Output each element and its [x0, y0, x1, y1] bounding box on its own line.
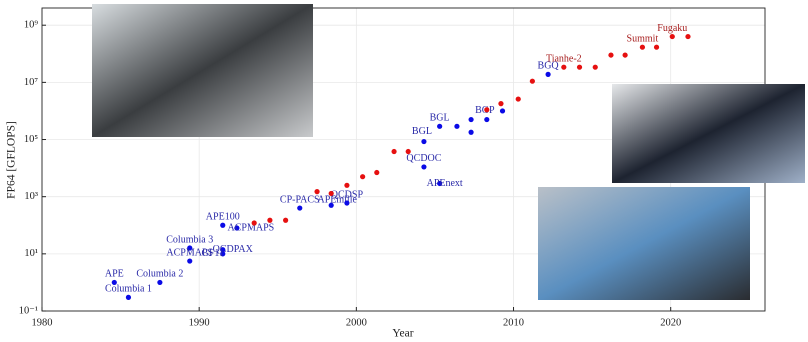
point [484, 116, 490, 123]
point-label: Columbia 2 [136, 269, 183, 280]
point [515, 96, 521, 102]
point [529, 78, 535, 84]
point-label: APE [105, 269, 124, 280]
point-label: APEnext [427, 178, 463, 189]
y-tick-label: 10⁵ [24, 134, 39, 145]
point [468, 116, 474, 123]
x-tick-label: 1990 [189, 317, 210, 328]
point-label: BGL [412, 126, 432, 137]
photo [92, 4, 313, 137]
point [297, 205, 303, 211]
point-label: GF11 [202, 248, 224, 259]
point [283, 217, 289, 223]
point [454, 123, 460, 129]
point [344, 200, 350, 206]
point [685, 33, 691, 40]
point [437, 123, 443, 129]
point [437, 180, 443, 187]
x-axis-label: Year [392, 328, 413, 340]
point-label: ACPMAPS [166, 247, 213, 258]
y-tick-label: 10⁻¹ [19, 305, 38, 316]
point [484, 107, 490, 113]
photo [612, 84, 805, 183]
point [251, 220, 257, 226]
point [187, 245, 193, 251]
point [374, 169, 380, 176]
point [328, 202, 334, 208]
point [561, 64, 567, 70]
point-label: QCDSP [331, 189, 364, 200]
point [157, 279, 163, 286]
point-label: QCDPAX [213, 244, 254, 255]
y-tick-label: 10⁹ [24, 20, 39, 31]
point-label: CP-PACS [280, 194, 320, 205]
point-label: APE100 [206, 212, 240, 223]
point-label: ACPMAPS [228, 222, 275, 233]
point [545, 71, 551, 77]
point-label: Columbia 1 [105, 284, 152, 295]
point [669, 33, 675, 40]
point [405, 148, 411, 155]
point [111, 279, 117, 286]
point [639, 44, 646, 50]
point [220, 222, 226, 228]
point [421, 164, 427, 170]
x-tick-label: 2010 [503, 317, 524, 328]
photo [538, 187, 750, 300]
y-tick-label: 10⁷ [24, 77, 39, 88]
point [220, 251, 226, 257]
point [653, 44, 660, 50]
y-tick-label: 10¹ [24, 248, 38, 259]
x-tick-label: 2000 [346, 317, 367, 328]
point [234, 225, 240, 231]
point-label: BGQ [538, 61, 560, 72]
y-axis-label: FP64 [GFLOPS] [6, 121, 18, 199]
point [499, 108, 506, 114]
point-label: Fugaku [657, 23, 687, 34]
point [267, 217, 273, 223]
point-label: Columbia 3 [166, 234, 213, 245]
point [125, 294, 132, 300]
point [328, 190, 334, 197]
point [344, 182, 350, 188]
point [220, 247, 226, 253]
point [576, 64, 583, 70]
point [622, 52, 628, 58]
point [498, 101, 504, 107]
point-label: APEmille [317, 195, 357, 206]
point [391, 148, 397, 155]
point [608, 52, 614, 58]
point-label: Summit [627, 33, 659, 44]
point-label: BGL [430, 113, 450, 124]
point [360, 174, 366, 180]
x-tick-label: 1980 [32, 317, 53, 328]
point [592, 64, 598, 70]
point-label: QCDOC [406, 153, 441, 164]
y-tick-label: 10³ [24, 191, 38, 202]
point-label: Tianhe-2 [546, 53, 582, 64]
point [187, 258, 193, 264]
x-tick-label: 2020 [660, 317, 681, 328]
point [314, 189, 320, 195]
point [468, 129, 474, 135]
point [421, 138, 427, 145]
